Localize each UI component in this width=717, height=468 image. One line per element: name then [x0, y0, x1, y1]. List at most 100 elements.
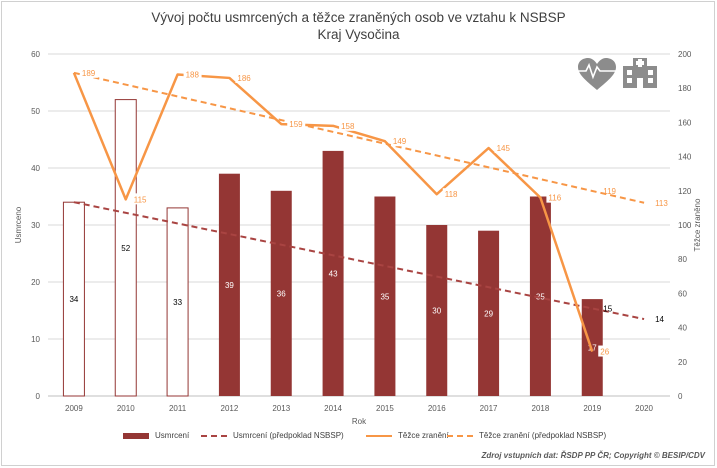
line-data-label: 115	[134, 195, 147, 204]
x-tick-label: 2009	[65, 404, 83, 413]
legend-item-usmrceni: Usmrcení	[123, 431, 189, 440]
line-data-label: 189	[82, 69, 96, 78]
data-label-bg	[131, 193, 150, 205]
x-tick-label: 2018	[532, 404, 550, 413]
line-tezce-zraneni-predpoklad	[73, 71, 645, 204]
chart-subtitle: Kraj Vysočina	[317, 27, 400, 42]
x-tick-label: 2014	[324, 404, 342, 413]
y-axis-title: Usmrceno	[14, 206, 23, 243]
y-tick-label: 20	[31, 278, 40, 287]
bar-data-label: 34	[69, 295, 78, 304]
chart-legend: Usmrcení Usmrcení (předpoklad NSBSP) Těž…	[0, 431, 717, 447]
bar-data-label: 35	[380, 292, 389, 301]
data-label-bg	[287, 118, 306, 130]
x-tick-label: 2017	[480, 404, 498, 413]
heart-pulse-icon	[576, 58, 618, 90]
y2-tick-label: 60	[678, 289, 687, 298]
bar-data-label: 43	[329, 269, 338, 278]
y2-tick-label: 100	[678, 221, 692, 230]
data-label-bg	[442, 188, 461, 200]
line-data-label: 145	[497, 144, 511, 153]
forecast-data-label: 15	[603, 304, 612, 313]
line-data-label: 116	[548, 194, 561, 203]
y-tick-label: 0	[36, 392, 41, 401]
line-data-label: 186	[237, 74, 251, 83]
bar-usmrceni	[478, 230, 500, 396]
x-tick-label: 2019	[583, 404, 601, 413]
bar-data-label: 35	[536, 292, 545, 301]
data-label-bg	[183, 68, 202, 80]
source-note: Zdroj vstupních dat: ŘSDP PP ČR; Copyrig…	[481, 451, 705, 460]
data-label-bg	[546, 191, 565, 203]
bar-usmrceni	[114, 99, 137, 397]
y-tick-label: 10	[31, 335, 40, 344]
bar-usmrceni	[218, 173, 240, 396]
line-data-label: 118	[445, 190, 458, 199]
y2-tick-label: 80	[678, 255, 687, 264]
legend-item-tezce-zraneni: Těžce zranění	[366, 431, 449, 440]
line-data-label: 26	[600, 348, 609, 357]
bar-usmrceni	[529, 196, 551, 396]
y2-tick-label: 0	[678, 392, 683, 401]
bar-data-label: 33	[173, 298, 182, 307]
data-label-bg	[79, 66, 98, 78]
data-label-bg	[390, 135, 409, 147]
legend-label: Usmrcení (předpoklad NSBSP)	[233, 431, 344, 440]
legend-label: Těžce zranění (předpoklad NSBSP)	[479, 431, 607, 440]
forecast-data-label: 113	[655, 199, 668, 208]
y2-tick-label: 160	[678, 118, 692, 127]
legend-swatch-line	[366, 434, 392, 437]
y2-tick-label: 200	[678, 50, 692, 59]
y2-tick-label: 180	[678, 84, 692, 93]
line-usmrceni-predpoklad	[73, 201, 645, 321]
x-tick-label: 2013	[272, 404, 290, 413]
y-tick-label: 50	[31, 107, 40, 116]
legend-swatch-dashed	[447, 434, 473, 437]
y2-tick-label: 20	[678, 358, 687, 367]
y2-tick-label: 120	[678, 187, 692, 196]
legend-item-usmrceni-predpoklad: Usmrcení (předpoklad NSBSP)	[201, 431, 344, 440]
bar-usmrceni	[270, 190, 292, 396]
data-label-bg	[235, 71, 254, 83]
chart-title: Vývoj počtu usmrcených a těžce zraněných…	[151, 10, 566, 25]
y2-tick-label: 40	[678, 324, 687, 333]
legend-item-tezce-zraneni-predpoklad: Těžce zranění (předpoklad NSBSP)	[447, 431, 606, 440]
y2-tick-label: 140	[678, 153, 692, 162]
y2-axis-title: Těžce zraněno	[693, 198, 702, 251]
bar-usmrceni	[322, 150, 344, 396]
line-tezce-zraneni	[72, 72, 594, 352]
bar-data-label: 29	[484, 309, 493, 318]
y-tick-label: 60	[31, 50, 40, 59]
line-data-label: 149	[393, 137, 407, 146]
bar-usmrceni	[374, 196, 396, 396]
data-label-bg	[598, 345, 617, 357]
legend-label: Těžce zranění	[398, 431, 449, 440]
x-tick-label: 2016	[428, 404, 446, 413]
forecast-data-label: 14	[655, 315, 664, 324]
y-tick-label: 30	[31, 221, 40, 230]
hospital-icon	[623, 58, 657, 88]
bar-usmrceni	[426, 225, 448, 396]
bar-data-label: 30	[432, 307, 441, 316]
data-label-bg	[339, 119, 358, 131]
x-tick-label: 2012	[221, 404, 239, 413]
bar-data-label: 36	[277, 289, 286, 298]
x-tick-label: 2015	[376, 404, 394, 413]
x-tick-label: 2010	[117, 404, 135, 413]
bar-usmrceni	[581, 299, 603, 396]
bar-data-label: 39	[225, 281, 234, 290]
line-data-label: 159	[289, 120, 303, 129]
bar-usmrceni	[166, 207, 189, 397]
legend-swatch-bar	[123, 432, 149, 439]
x-tick-label: 2020	[635, 404, 653, 413]
line-data-label: 188	[186, 71, 200, 80]
legend-label: Usmrcení	[155, 431, 190, 440]
forecast-data-label: 119	[603, 187, 616, 196]
bar-data-label: 17	[588, 344, 597, 353]
legend-swatch-dashed	[201, 434, 227, 437]
bar-data-label: 52	[121, 244, 130, 253]
y-tick-label: 40	[31, 164, 40, 173]
x-axis-title: Rok	[352, 417, 367, 426]
